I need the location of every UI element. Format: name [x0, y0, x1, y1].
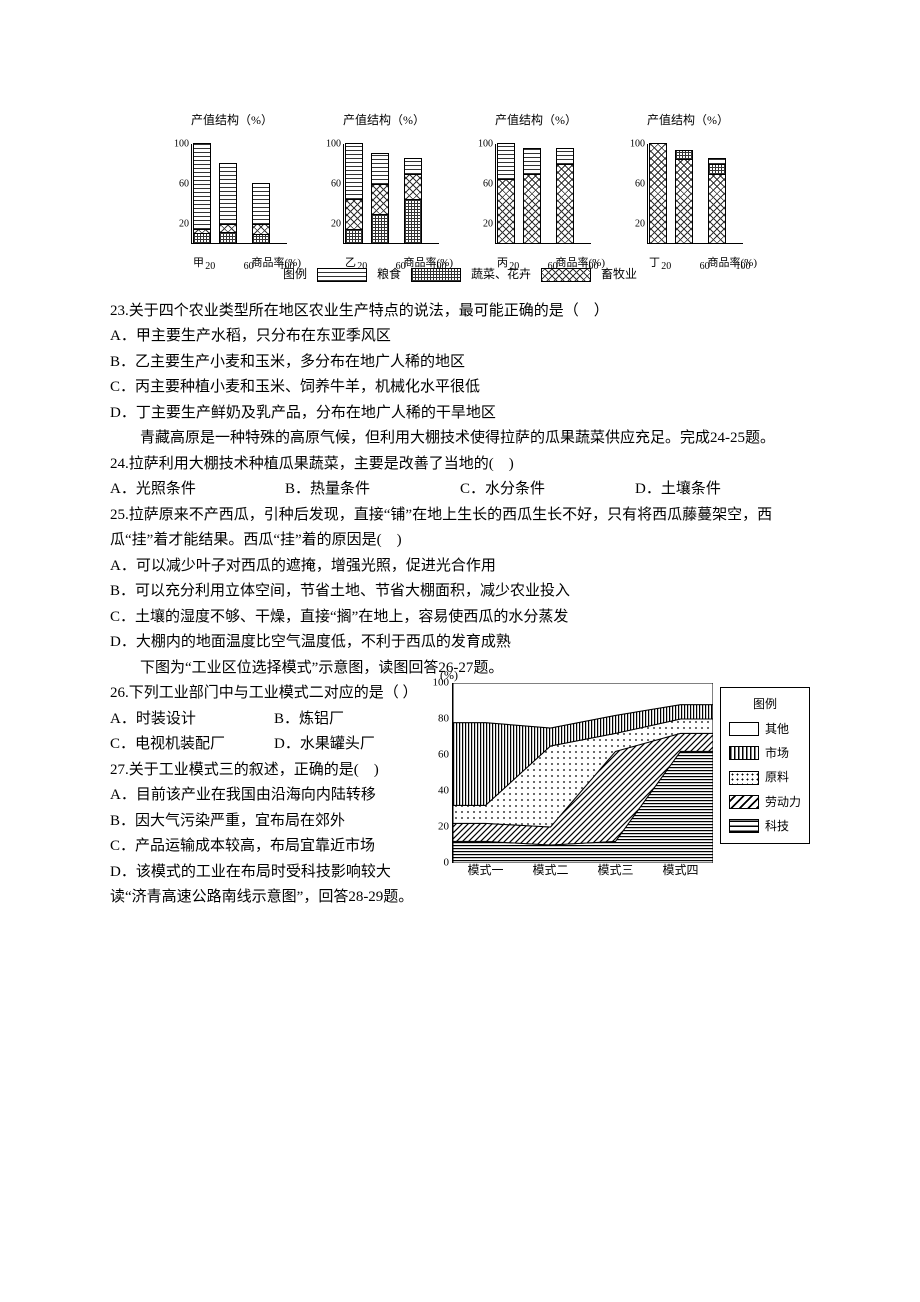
q26-stem: 26.下列工业部门中与工业模式二对应的是（ ）	[110, 681, 438, 707]
q23-C: C．丙主要种植小麦和玉米、饲养牛羊，机械化水平很低	[110, 375, 810, 401]
q25-D: D．大棚内的地面温度比空气温度低，不利于西瓜的发育成熟	[110, 630, 810, 656]
q26-D: D．水果罐头厂	[274, 732, 438, 758]
q27-stem: 27.关于工业模式三的叙述，正确的是( )	[110, 758, 438, 784]
q27-C: C．产品运输成本较高，布局宜靠近市场	[110, 834, 438, 860]
q25-A: A．可以减少叶子对西瓜的遮掩，增强光照，促进光合作用	[110, 554, 810, 580]
q24-B: B．热量条件	[285, 477, 460, 503]
passage-26-27: 下图为“工业区位选择模式”示意图，读图回答26-27题。	[110, 656, 810, 682]
q23-D: D．丁主要生产鲜奶及乳产品，分布在地广人稀的干旱地区	[110, 401, 810, 427]
q26-C: C．电视机装配厂	[110, 732, 274, 758]
q23-B: B．乙主要生产小麦和玉米，多分布在地广人稀的地区	[110, 350, 810, 376]
q25-stem: 25.拉萨原来不产西瓜，引种后发现，直接“铺”在地上生长的西瓜生长不好，只有将西…	[110, 503, 810, 554]
passage-28-29: 读“济青高速公路南线示意图”，回答28-29题。	[110, 885, 810, 911]
q27-B: B．因大气污染严重，宜布局在郊外	[110, 809, 438, 835]
q26-A: A．时装设计	[110, 707, 274, 733]
passage-24-25: 青藏高原是一种特殊的高原气候，但利用大棚技术使得拉萨的瓜果蔬菜供应充足。完成24…	[110, 426, 810, 452]
q27-D: D．该模式的工业在布局时受科技影响较大	[110, 860, 438, 886]
area-legend: 图例其他市场原料劳动力科技	[720, 687, 810, 843]
q24-C: C．水分条件	[460, 477, 635, 503]
q23-A: A．甲主要生产水稻，只分布在东亚季风区	[110, 324, 810, 350]
q24-D: D．土壤条件	[635, 477, 810, 503]
q24-options: A．光照条件 B．热量条件 C．水分条件 D．土壤条件	[110, 477, 810, 503]
industry-area-chart: (%) 020406080100模式一模式二模式三模式四 图例其他市场原料劳动力…	[452, 683, 810, 863]
area-plot: 020406080100模式一模式二模式三模式四	[452, 683, 712, 863]
q26-options: A．时装设计 B．炼铝厂	[110, 707, 438, 733]
q25-C: C．土壤的湿度不够、干燥，直接“搁”在地上，容易使西瓜的水分蒸发	[110, 605, 810, 631]
q24-stem: 24.拉萨利用大棚技术种植瓜果蔬菜，主要是改善了当地的( )	[110, 452, 810, 478]
agri-charts: 产值结构（%）20601002060100甲商品率(%)产值结构（%）20601…	[110, 110, 810, 258]
q26-B: B．炼铝厂	[274, 707, 438, 733]
q27-A: A．目前该产业在我国由沿海向内陆转移	[110, 783, 438, 809]
q23-stem: 23.关于四个农业类型所在地区农业生产特点的说法，最可能正确的是（ ）	[110, 299, 810, 325]
q25-B: B．可以充分利用立体空间，节省土地、节省大棚面积，减少农业投入	[110, 579, 810, 605]
q24-A: A．光照条件	[110, 477, 285, 503]
